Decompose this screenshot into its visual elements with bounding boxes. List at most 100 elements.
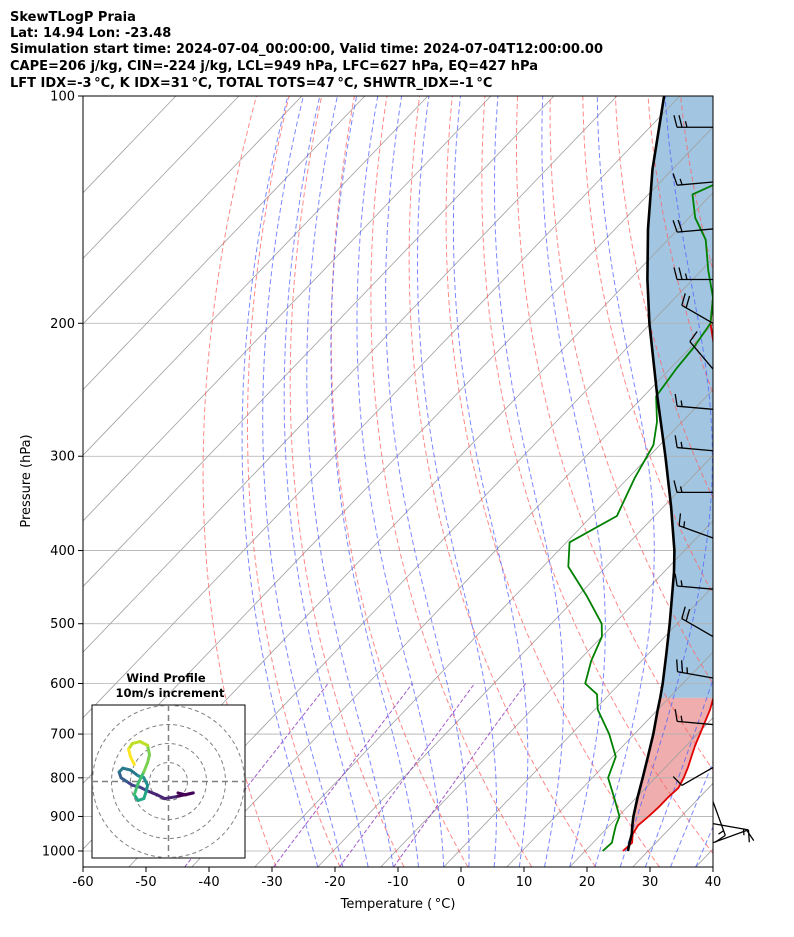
barb-staff [689, 341, 714, 370]
barb-flag [683, 521, 686, 528]
wind-barb [674, 709, 714, 726]
barb-flag [676, 659, 679, 672]
axes: -60 -50 -40 -30 -20 -10 0 10 20 30 40 100 200 300 400 5… [42, 90, 721, 891]
barb-flag [684, 121, 688, 128]
moist-adiabat [594, 96, 655, 867]
isotherm-line [506, 651, 713, 867]
x-tick-label: 0 [457, 875, 465, 890]
barb-flag [679, 178, 683, 185]
mixing-ratio-line [339, 683, 476, 867]
wind-barb [672, 766, 714, 786]
moist-adiabat [385, 96, 470, 867]
dry-adiabat [582, 96, 713, 595]
y-tick-label: 600 [50, 677, 75, 692]
barb-flag [718, 830, 724, 835]
dry-adiabat [680, 96, 713, 273]
wind-barb [674, 393, 714, 410]
barb-flag [681, 606, 686, 619]
dry-adiabat [481, 96, 713, 855]
hodograph-segment [136, 770, 146, 785]
cape-cin-fills [631, 96, 713, 834]
barb-staff [677, 585, 714, 590]
wind-barb [712, 829, 755, 844]
barb-flag [677, 219, 683, 232]
chart-header: SkewTLogP Praia Lat: 14.94 Lon: -23.48 S… [10, 10, 603, 91]
hodograph-segment [146, 743, 151, 757]
isotherm-line [83, 96, 429, 456]
dry-adiabat [202, 96, 277, 867]
inset-subtitle: 10m/s increment [116, 686, 225, 700]
barb-flag [681, 293, 686, 306]
y-tick-label: 700 [50, 728, 75, 743]
x-tick-label: -10 [387, 875, 408, 890]
barb-staff [677, 446, 714, 452]
isotherm-line [83, 96, 366, 391]
moist-adiabat [283, 96, 369, 867]
barb-flag [673, 115, 678, 128]
barb-flag [680, 441, 683, 449]
moist-adiabat [494, 96, 565, 867]
barb-flag [672, 173, 678, 186]
cape-fill [660, 572, 713, 698]
hodograph-inset: Wind Profile 10m/s increment [91, 671, 246, 859]
adiabat-lines [184, 96, 713, 867]
dry-adiabat [445, 96, 660, 867]
barb-staff [677, 181, 714, 186]
hodograph-segment [146, 789, 159, 797]
moist-adiabat [619, 96, 713, 867]
y-tick-label: 200 [50, 317, 75, 332]
moist-adiabat [541, 96, 606, 867]
barb-staff [712, 823, 749, 831]
moist-adiabat [262, 96, 344, 867]
dry-adiabat [614, 96, 713, 500]
wind-barb [673, 115, 713, 128]
y-tick-label: 900 [50, 810, 75, 825]
wind-barb [681, 293, 714, 324]
y-tick-label: 1000 [42, 845, 75, 860]
x-tick-label: 40 [705, 875, 722, 890]
x-tick-label: -30 [261, 875, 282, 890]
isotherm-line [83, 96, 618, 653]
isotherm-line [759, 96, 794, 867]
isotherm-line [380, 520, 713, 867]
profile-lines [567, 96, 713, 852]
x-axis-label: Temperature ( °C) [340, 897, 456, 912]
moist-adiabat [330, 96, 419, 867]
hodograph-segment [163, 795, 178, 801]
barb-staff [712, 801, 726, 836]
barb-flag [674, 393, 678, 407]
time-line: Simulation start time: 2024-07-04_00:00:… [10, 42, 603, 57]
dry-adiabat [408, 96, 597, 867]
isotherm-line [254, 389, 713, 867]
y-tick-label: 400 [50, 544, 75, 559]
isotherm-line [83, 96, 555, 588]
barb-flag [678, 513, 682, 526]
barb-flag [673, 267, 678, 280]
barb-flag [674, 709, 678, 722]
barb-flag [674, 435, 678, 448]
x-tick-label: -60 [72, 875, 93, 890]
wind-barb [674, 573, 714, 590]
barb-flag [672, 220, 678, 233]
barb-flag [672, 776, 683, 786]
barb-flag [746, 830, 755, 842]
moist-adiabat [644, 677, 713, 867]
barb-staff [681, 618, 714, 638]
wind-barb [673, 267, 713, 281]
wind-barb [674, 435, 714, 452]
x-tick-label: 10 [516, 875, 533, 890]
dry-adiabat [247, 96, 341, 867]
barb-flag [680, 400, 683, 407]
barb-flag [674, 573, 678, 587]
barb-staff [677, 720, 714, 726]
barb-flag [678, 267, 683, 280]
barb-staff [712, 829, 748, 844]
barb-staff [677, 405, 714, 410]
isotherm-line [83, 96, 240, 259]
barb-flag [680, 660, 684, 673]
dry-adiabat [712, 96, 713, 98]
isotherm-line [317, 454, 713, 867]
barb-flag [678, 115, 683, 128]
wind-barb [672, 173, 714, 186]
